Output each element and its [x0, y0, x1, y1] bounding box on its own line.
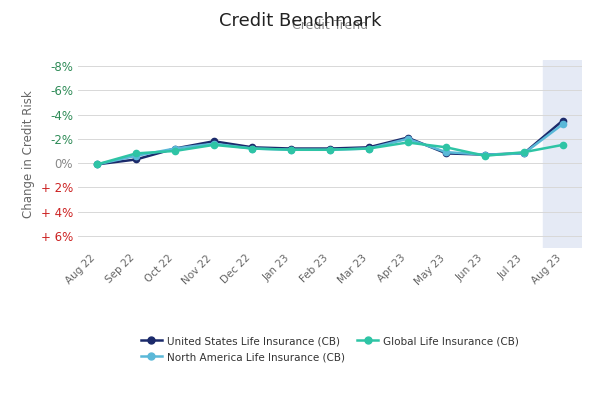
North America Life Insurance (CB) — [133, 154, 140, 158]
Global Life Insurance (CB) — [133, 151, 140, 156]
United States Life Insurance (CB) — [287, 146, 295, 151]
Global Life Insurance (CB) — [481, 154, 488, 158]
United States Life Insurance (CB) — [481, 152, 488, 157]
Line: Global Life Insurance (CB): Global Life Insurance (CB) — [94, 139, 566, 168]
United States Life Insurance (CB) — [559, 118, 566, 123]
United States Life Insurance (CB) — [443, 151, 450, 156]
Global Life Insurance (CB) — [172, 148, 179, 153]
United States Life Insurance (CB) — [326, 146, 334, 151]
Global Life Insurance (CB) — [287, 147, 295, 152]
Title: Credit Trend: Credit Trend — [292, 20, 368, 32]
North America Life Insurance (CB) — [559, 122, 566, 127]
Global Life Insurance (CB) — [249, 146, 256, 151]
North America Life Insurance (CB) — [404, 136, 411, 141]
United States Life Insurance (CB) — [94, 162, 101, 167]
Line: North America Life Insurance (CB): North America Life Insurance (CB) — [94, 121, 566, 168]
United States Life Insurance (CB) — [520, 151, 527, 156]
Global Life Insurance (CB) — [443, 145, 450, 150]
Bar — [543, 60, 586, 248]
North America Life Insurance (CB) — [172, 146, 179, 151]
Global Life Insurance (CB) — [520, 150, 527, 154]
Text: Credit Benchmark: Credit Benchmark — [219, 12, 381, 30]
North America Life Insurance (CB) — [249, 146, 256, 151]
Y-axis label: Change in Credit Risk: Change in Credit Risk — [22, 90, 35, 218]
Legend: United States Life Insurance (CB), North America Life Insurance (CB), Global Lif: United States Life Insurance (CB), North… — [137, 332, 523, 366]
United States Life Insurance (CB) — [249, 145, 256, 150]
North America Life Insurance (CB) — [443, 150, 450, 154]
North America Life Insurance (CB) — [365, 146, 373, 151]
North America Life Insurance (CB) — [326, 147, 334, 152]
North America Life Insurance (CB) — [481, 152, 488, 157]
Global Life Insurance (CB) — [559, 142, 566, 147]
Global Life Insurance (CB) — [404, 140, 411, 145]
United States Life Insurance (CB) — [404, 135, 411, 140]
North America Life Insurance (CB) — [520, 151, 527, 156]
United States Life Insurance (CB) — [365, 145, 373, 150]
Global Life Insurance (CB) — [326, 147, 334, 152]
Line: United States Life Insurance (CB): United States Life Insurance (CB) — [94, 118, 566, 168]
Global Life Insurance (CB) — [210, 142, 217, 147]
United States Life Insurance (CB) — [133, 157, 140, 162]
North America Life Insurance (CB) — [94, 162, 101, 167]
Global Life Insurance (CB) — [94, 162, 101, 167]
North America Life Insurance (CB) — [287, 147, 295, 152]
North America Life Insurance (CB) — [210, 141, 217, 146]
United States Life Insurance (CB) — [172, 146, 179, 151]
Global Life Insurance (CB) — [365, 146, 373, 151]
United States Life Insurance (CB) — [210, 139, 217, 144]
